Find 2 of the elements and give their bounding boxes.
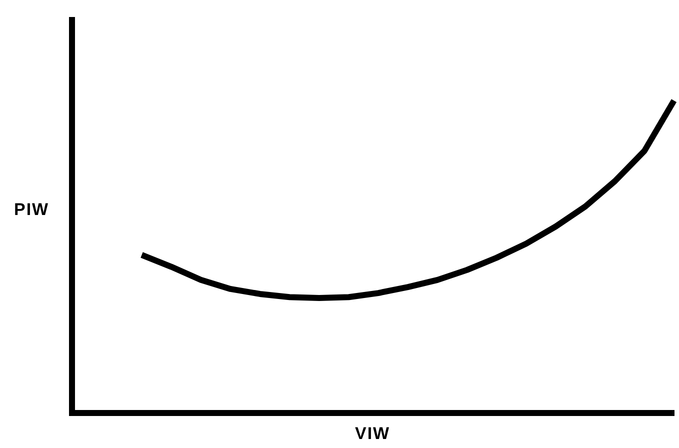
x-axis-title: VIW	[355, 424, 390, 444]
y-axis-title: PIW	[14, 200, 50, 220]
